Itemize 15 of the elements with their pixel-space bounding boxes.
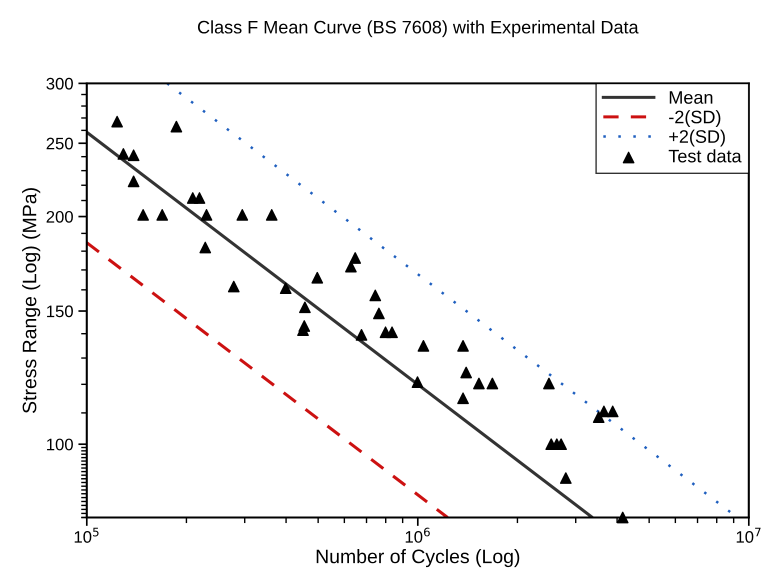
- x-tick-label: 10$^{7}$: [736, 528, 761, 543]
- legend-label: +2(SD): [669, 130, 725, 146]
- legend-label: Test data: [668, 149, 742, 162]
- y-tick-label: 300: [46, 78, 73, 90]
- legend-label: -2(SD): [669, 110, 720, 127]
- y-axis-title: Stress Range (Log) (MPa): [22, 188, 40, 414]
- x-tick-label: 10$^{5}$: [74, 528, 99, 543]
- y-tick-label: 250: [46, 138, 73, 150]
- legend-label: Mean: [670, 91, 712, 104]
- y-tick-label: 100: [47, 438, 73, 450]
- x-tick-label: 10$^{6}$: [406, 528, 430, 543]
- y-tick-label: 150: [47, 305, 73, 318]
- x-axis-title: Number of Cycles (Log): [316, 549, 520, 568]
- chart-title: Class F Mean Curve (BS 7608) with Experimental Data: [198, 20, 639, 38]
- y-tick-label: 200: [46, 210, 73, 223]
